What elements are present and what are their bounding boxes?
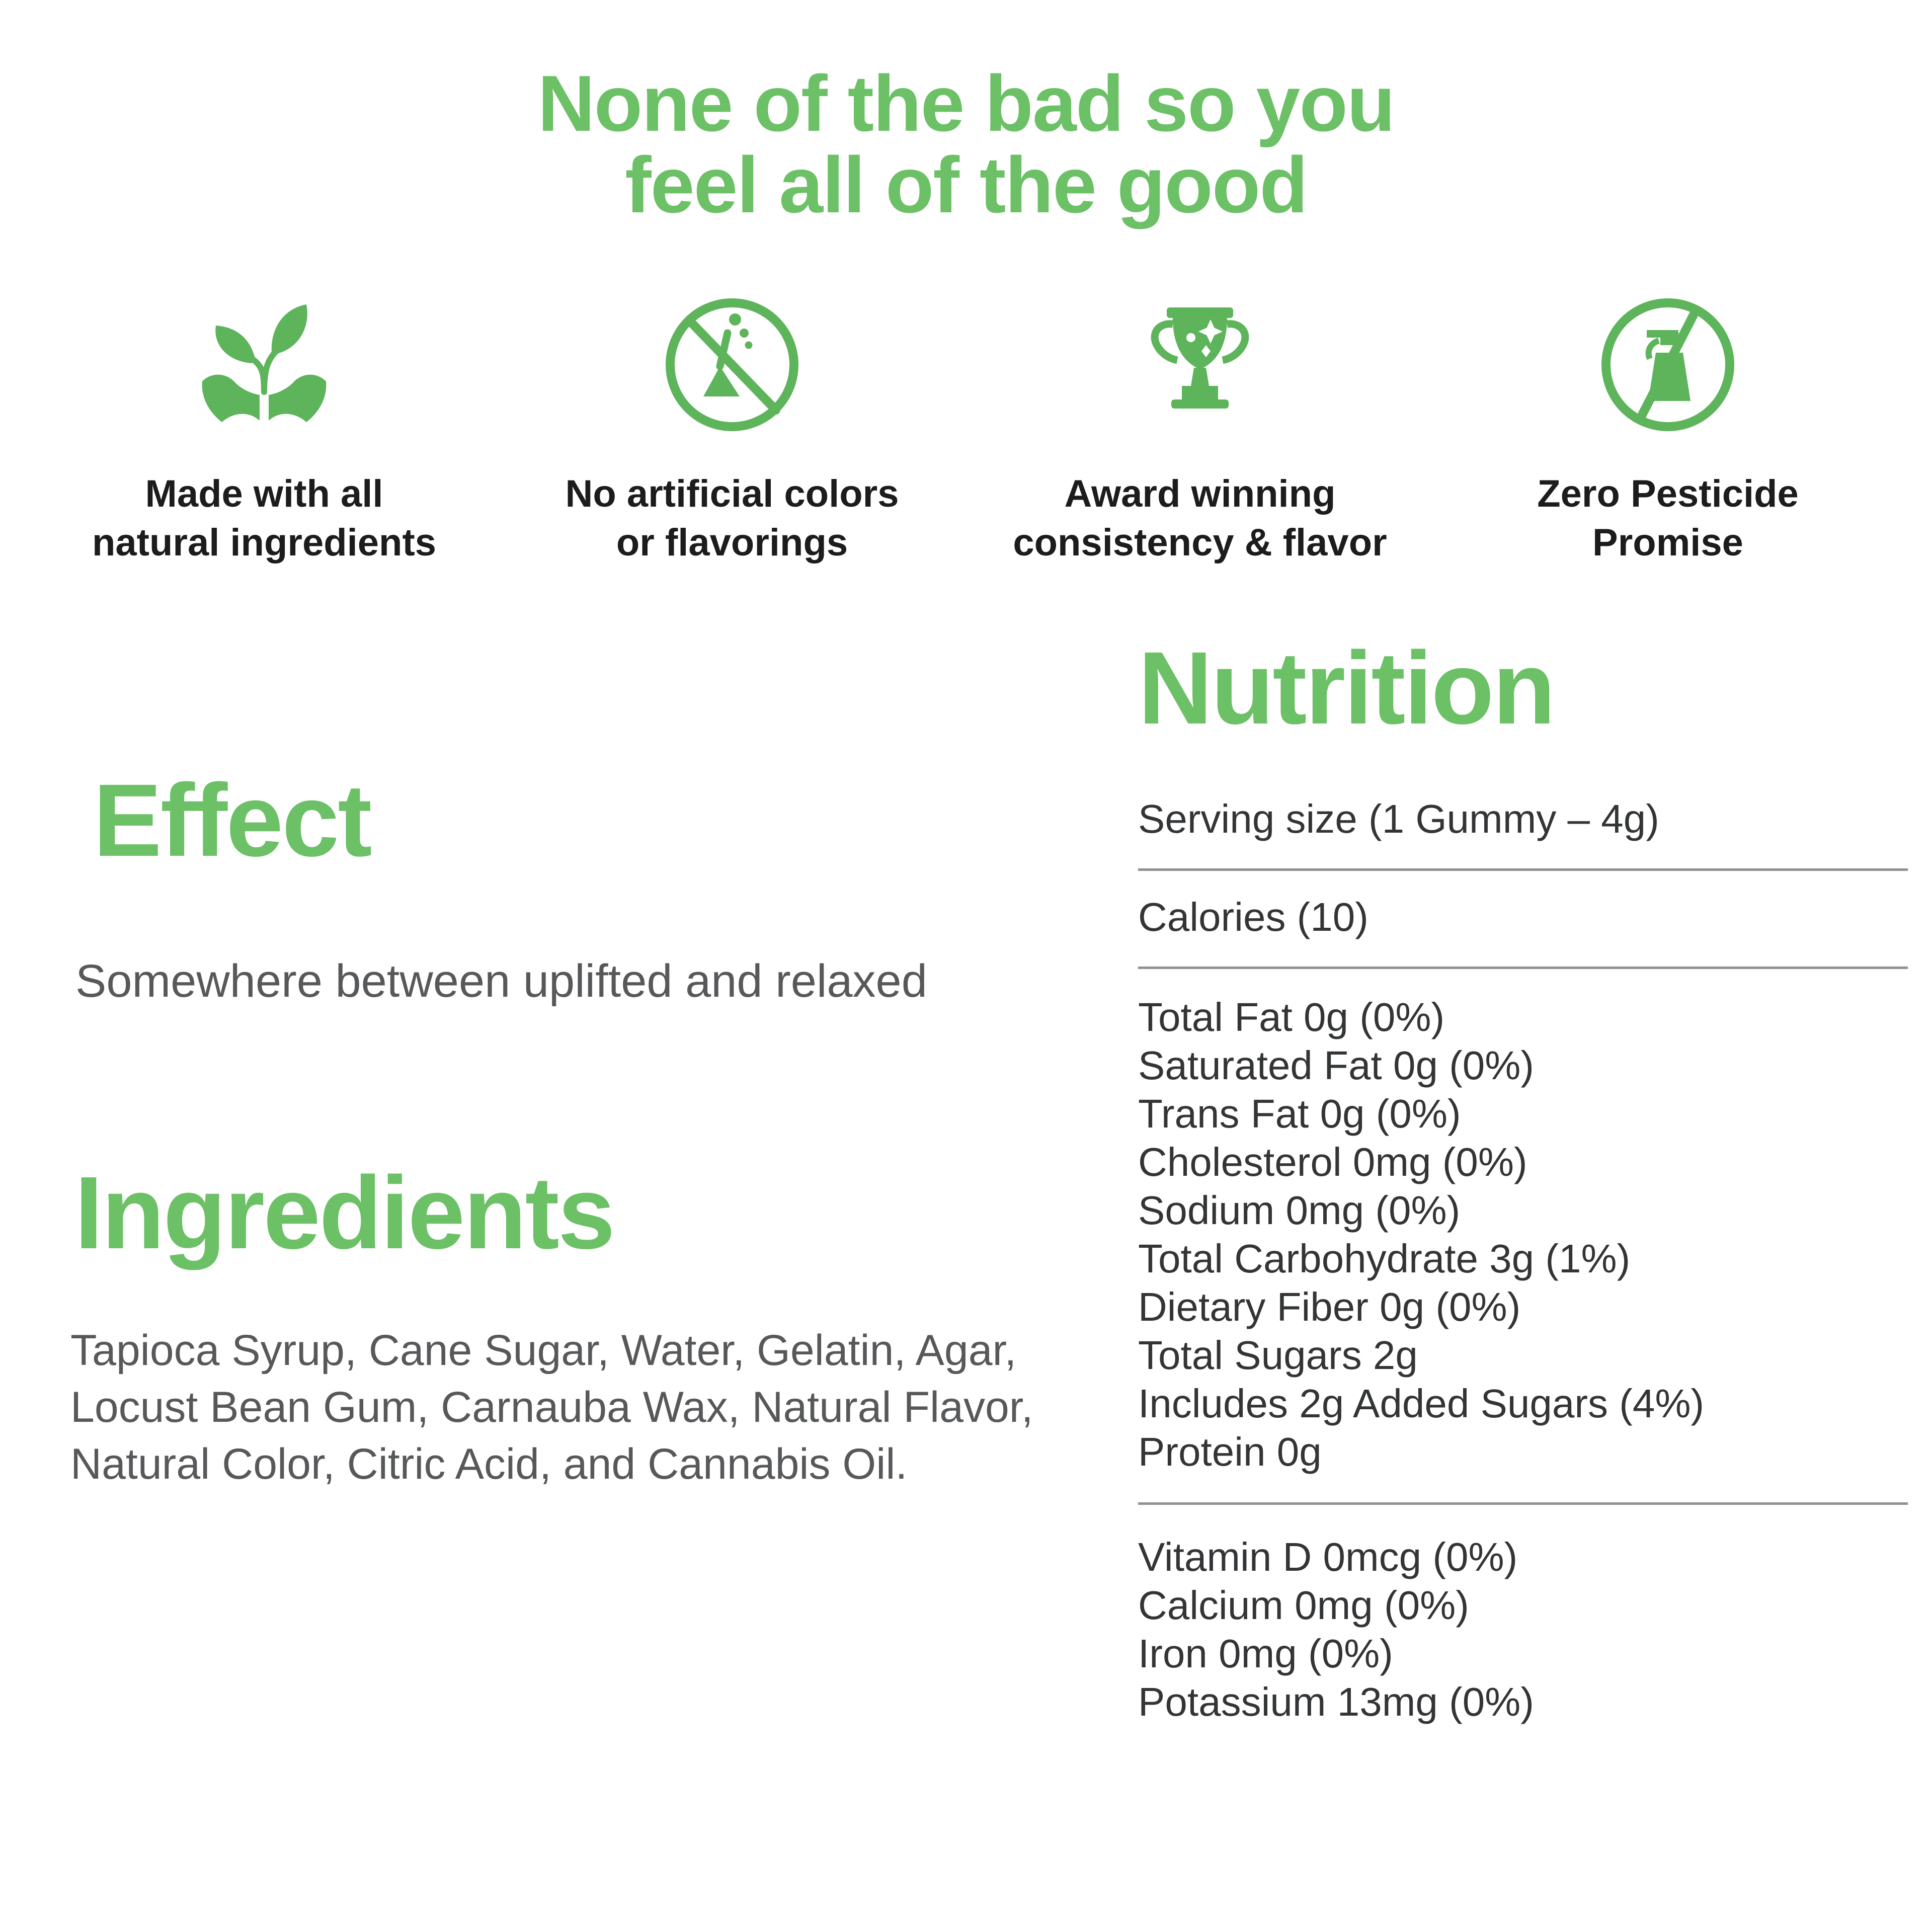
nutrition-fact: Total Carbohydrate 3g (1%) [1138,1236,1631,1281]
feature-label-no-artificial: No artificial colors or flavorings [565,469,899,567]
nutrition-fact: Saturated Fat 0g (0%) [1138,1043,1535,1088]
nutrition-fact: Protein 0g [1138,1429,1322,1474]
effect-description: Somewhere between uplifted and relaxed [75,955,927,1007]
vitamins-list: Vitamin D 0mcg (0%) Calcium 0mg (0%) Iro… [1138,1533,1908,1726]
vitamin-fact: Potassium 13mg (0%) [1138,1679,1534,1724]
nutrition-heading: Nutrition [1138,630,1556,746]
feature-no-artificial: No artificial colors or flavorings [498,289,966,567]
nutrition-fact: Dietary Fiber 0g (0%) [1138,1284,1521,1329]
calories: Calories (10) [1138,895,1369,939]
feature-label-line: natural ingredients [92,521,437,564]
feature-label-line: Zero Pesticide [1537,472,1799,515]
nutrition-fact: Sodium 0mg (0%) [1138,1188,1461,1233]
no-artificial-icon [657,289,808,440]
effect-heading: Effect [93,763,372,878]
feature-label-line: Promise [1592,521,1743,564]
nutrition-fact: Includes 2g Added Sugars (4%) [1138,1381,1705,1426]
feature-award: Award winning consistency & flavor [966,289,1434,567]
feature-label-line: consistency & flavor [1013,521,1387,564]
nutrition-facts-list: Total Fat 0g (0%) Saturated Fat 0g (0%) … [1138,993,1908,1476]
feature-natural: Made with all natural ingredients [30,289,498,567]
feature-label-zero-pesticide: Zero Pesticide Promise [1537,469,1799,567]
divider [1138,967,1908,969]
vitamin-fact: Iron 0mg (0%) [1138,1631,1393,1676]
nutrition-fact: Total Sugars 2g [1138,1333,1418,1378]
nutrition-panel: Nutrition Serving size (1 Gummy – 4g) Ca… [1138,636,1908,1726]
feature-row: Made with all natural ingredients No art… [30,289,1902,567]
feature-label-line: No artificial colors [565,472,899,515]
divider [1138,1502,1908,1505]
no-pesticide-icon [1592,289,1743,440]
trophy-icon [1124,289,1275,440]
feature-label-line: or flavorings [616,521,848,564]
vitamin-fact: Vitamin D 0mcg (0%) [1138,1535,1518,1579]
nutrition-fact: Trans Fat 0g (0%) [1138,1091,1461,1136]
nutrition-fact: Total Fat 0g (0%) [1138,995,1445,1039]
serving-size: Serving size (1 Gummy – 4g) [1138,796,1659,841]
hands-plant-icon [189,289,340,440]
feature-label-award: Award winning consistency & flavor [1013,469,1387,567]
page-title: None of the bad so you feel all of the g… [0,63,1932,226]
page-title-line2: feel all of the good [625,141,1308,229]
divider [1138,868,1908,871]
feature-label-line: Made with all [145,472,383,515]
feature-zero-pesticide: Zero Pesticide Promise [1434,289,1902,567]
ingredients-heading: Ingredients [74,1155,615,1270]
page-title-line1: None of the bad so you [537,59,1396,148]
feature-label-natural: Made with all natural ingredients [92,469,436,567]
nutrition-fact: Cholesterol 0mg (0%) [1138,1140,1527,1184]
feature-label-line: Award winning [1064,472,1336,515]
ingredients-text: Tapioca Syrup, Cane Sugar, Water, Gelati… [70,1326,1033,1488]
vitamin-fact: Calcium 0mg (0%) [1138,1583,1469,1628]
